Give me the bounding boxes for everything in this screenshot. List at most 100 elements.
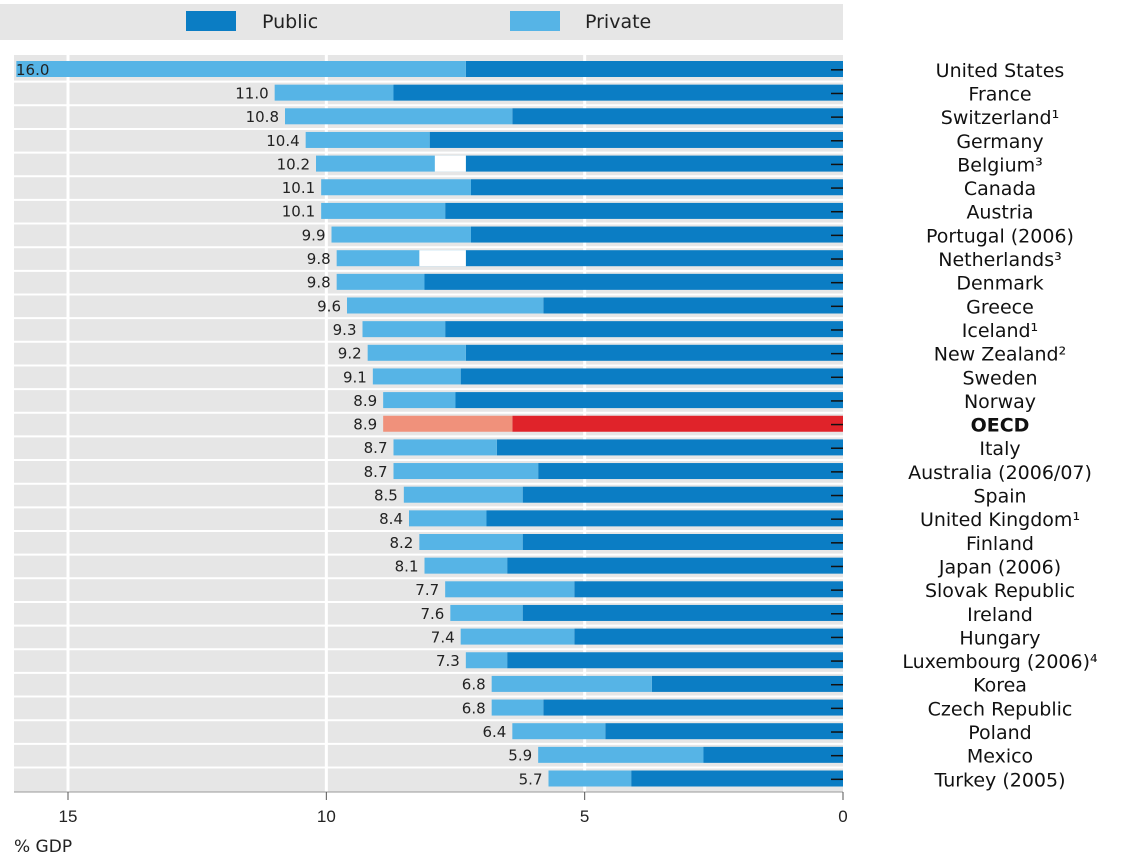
- country-label: Australia (2006/07): [908, 462, 1092, 484]
- legend-label-private: Private: [585, 11, 651, 33]
- bar-public: [512, 108, 843, 125]
- value-label: 7.6: [420, 605, 444, 623]
- value-label: 16.0: [16, 61, 49, 79]
- country-label: Slovak Republic: [925, 580, 1075, 602]
- bar-public: [486, 510, 843, 527]
- country-label: Sweden: [962, 367, 1037, 389]
- bar-private: [491, 675, 652, 692]
- country-label: United Kingdom¹: [920, 509, 1080, 531]
- bar-private: [305, 131, 430, 148]
- country-label: Luxembourg (2006)⁴: [902, 651, 1098, 673]
- bar-private: [460, 628, 575, 645]
- bar-public: [465, 155, 843, 172]
- country-label: France: [968, 83, 1031, 105]
- bar-private: [512, 723, 606, 740]
- x-tick-label-10: 10: [317, 807, 336, 826]
- country-label: Japan (2006): [938, 556, 1061, 578]
- bar-private: [321, 179, 471, 196]
- country-label: Switzerland¹: [941, 107, 1059, 129]
- bar-private: [465, 652, 508, 669]
- bar-private: [445, 581, 575, 598]
- bar-private: [403, 486, 523, 503]
- value-label: 9.3: [333, 321, 357, 339]
- country-label: Netherlands³: [938, 249, 1061, 271]
- bar-private: [548, 770, 632, 787]
- value-label: 10.1: [282, 203, 315, 221]
- bar-private: [450, 604, 523, 621]
- bar-public: [543, 297, 843, 314]
- country-label: OECD: [971, 415, 1030, 437]
- bar-public: [393, 84, 843, 101]
- bar-private: [372, 368, 461, 385]
- bar-private: [538, 746, 704, 763]
- value-label: 10.8: [246, 108, 279, 126]
- value-label: 8.7: [364, 463, 388, 481]
- bar-private: [285, 108, 513, 125]
- country-label: Korea: [973, 675, 1027, 697]
- bar-public: [471, 179, 843, 196]
- bar-public: [543, 699, 843, 716]
- bar-public: [522, 486, 843, 503]
- country-label: Norway: [964, 391, 1036, 413]
- country-label: New Zealand²: [934, 344, 1066, 366]
- country-label: Portugal (2006): [926, 225, 1074, 247]
- x-tick-label-15: 15: [59, 807, 78, 826]
- country-label: United States: [936, 60, 1065, 82]
- bar-private: [383, 392, 456, 409]
- value-label: 7.4: [431, 628, 455, 646]
- bar-private: [316, 155, 466, 172]
- bar-public: [465, 344, 843, 361]
- value-label: 11.0: [235, 84, 268, 102]
- country-label: Poland: [968, 722, 1031, 744]
- country-label: Hungary: [959, 627, 1040, 649]
- legend-band: [0, 4, 843, 40]
- bar-private: [419, 534, 523, 550]
- x-axis: 15 10 5 0: [14, 791, 848, 826]
- bar-public: [574, 628, 843, 645]
- x-tick-label-5: 5: [580, 807, 589, 826]
- bar-public: [651, 675, 843, 692]
- bar-public: [703, 746, 843, 763]
- bar-private: [383, 415, 513, 432]
- bar-private: [393, 463, 539, 480]
- bar-public: [455, 392, 843, 409]
- bar-private: [274, 84, 394, 101]
- bar-public: [429, 131, 843, 148]
- bar-private: [336, 273, 425, 290]
- value-label: 7.7: [415, 581, 439, 599]
- country-label: Italy: [979, 438, 1020, 460]
- bar-private: [362, 321, 446, 338]
- value-label: 10.1: [282, 179, 315, 197]
- bar-private: [16, 61, 466, 77]
- bar-gap: [419, 250, 466, 267]
- bar-private: [424, 557, 508, 574]
- bar-private: [331, 226, 471, 243]
- country-label: Mexico: [967, 746, 1033, 768]
- value-label: 6.8: [462, 676, 486, 694]
- bar-public: [424, 273, 843, 290]
- x-axis-label: % GDP: [14, 837, 72, 857]
- legend-label-public: Public: [262, 11, 318, 33]
- value-label: 9.2: [338, 345, 362, 363]
- country-label: Czech Republic: [928, 698, 1073, 720]
- value-label: 8.2: [389, 534, 413, 552]
- country-label: Canada: [964, 178, 1036, 200]
- legend-swatch-public: [186, 11, 236, 31]
- bar-private: [347, 297, 544, 314]
- value-label: 9.9: [302, 226, 326, 244]
- value-label: 10.4: [266, 132, 299, 150]
- value-label: 7.3: [436, 652, 460, 670]
- country-label: Spain: [973, 486, 1026, 508]
- value-label: 8.5: [374, 487, 398, 505]
- value-label: 9.1: [343, 368, 367, 386]
- bar-public: [496, 439, 843, 456]
- bar-public: [445, 321, 843, 338]
- gridlines: [14, 55, 843, 792]
- country-label: Germany: [956, 131, 1043, 153]
- country-label: Turkey (2005): [933, 769, 1065, 791]
- bar-public: [507, 557, 843, 574]
- bar-public: [605, 723, 843, 740]
- bar-public: [522, 604, 843, 621]
- value-label: 8.1: [395, 557, 419, 575]
